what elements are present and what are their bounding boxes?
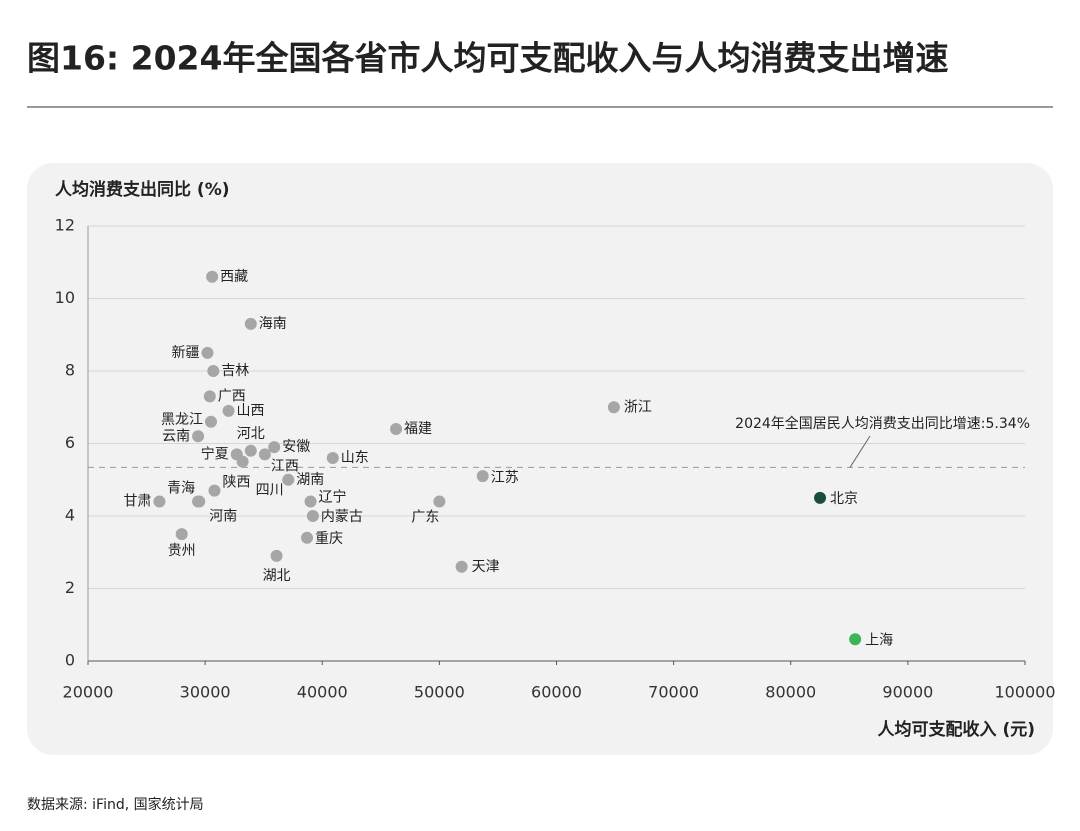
point-label: 重庆 (315, 531, 343, 547)
point-label: 山西 (237, 403, 265, 419)
point-label: 内蒙古 (321, 509, 363, 525)
point-label: 河南 (209, 509, 237, 525)
y-tick-label: 0 (65, 651, 75, 670)
point-label: 广东 (411, 510, 439, 526)
y-tick-label: 4 (65, 506, 75, 525)
point (175, 528, 188, 541)
point (433, 495, 446, 508)
x-axis-label: 人均可支配收入 (元) (878, 719, 1035, 740)
point-label: 福建 (404, 421, 432, 437)
point-label: 新疆 (171, 345, 199, 361)
point-label: 浙江 (624, 399, 652, 415)
point-label: 山东 (341, 450, 369, 466)
point (814, 491, 827, 504)
point-label: 辽宁 (319, 489, 347, 506)
reference-leader (849, 435, 871, 468)
point-label: 广西 (218, 388, 246, 404)
point-label: 北京 (830, 491, 858, 507)
point (326, 452, 339, 464)
point-label: 云南 (162, 428, 190, 444)
reference-label: 2024年全国居民人均消费支出同比增速:5.34% (735, 415, 1030, 432)
point (222, 404, 235, 417)
point-label: 湖南 (296, 472, 324, 488)
x-tick-label: 40000 (297, 683, 348, 702)
point-label: 海南 (259, 316, 287, 332)
point (153, 495, 166, 508)
chart-title: 图16: 2024年全国各省市人均可支配收入与人均消费支出增速 (27, 39, 948, 78)
point-label: 甘肃 (123, 494, 151, 510)
y-tick-label: 10 (55, 288, 75, 307)
x-tick-label: 80000 (765, 683, 816, 702)
y-tick-label: 8 (65, 361, 75, 380)
point-label: 陕西 (222, 475, 250, 491)
x-tick-label: 70000 (648, 683, 699, 702)
point (204, 415, 217, 428)
point-label: 安徽 (282, 439, 310, 455)
x-tick-label: 100000 (994, 683, 1055, 702)
point (607, 401, 620, 414)
point (236, 455, 249, 468)
point-label: 天津 (472, 559, 500, 575)
panel (27, 163, 1053, 755)
point (207, 365, 220, 377)
point-label: 江苏 (491, 470, 519, 486)
x-tick-label: 60000 (531, 683, 582, 702)
point-label: 西藏 (220, 269, 248, 285)
point (208, 484, 221, 497)
point (304, 495, 317, 508)
point (203, 390, 216, 403)
x-tick-label: 20000 (63, 683, 114, 702)
point (244, 317, 257, 330)
point (193, 495, 206, 508)
point (476, 470, 489, 483)
point-label: 吉林 (221, 363, 249, 379)
point (201, 346, 214, 359)
point (270, 549, 283, 562)
point-label: 上海 (865, 632, 893, 648)
point (268, 441, 281, 454)
x-tick-label: 30000 (180, 683, 231, 702)
y-axis-label: 人均消费支出同比 (%) (55, 179, 230, 200)
point-label: 湖北 (263, 568, 291, 584)
point (301, 531, 314, 544)
point-label: 宁夏 (201, 445, 229, 462)
point (390, 423, 403, 435)
y-tick-label: 2 (65, 578, 75, 597)
point-label: 四川 (256, 483, 284, 499)
point (192, 430, 205, 443)
point (282, 473, 295, 486)
x-tick-label: 50000 (414, 683, 465, 702)
point (306, 510, 319, 522)
point (258, 448, 271, 461)
point-label: 青海 (167, 481, 195, 497)
point-label: 江西 (271, 458, 299, 474)
source: 数据来源: iFind, 国家统计局 (27, 796, 204, 813)
point-label: 黑龙江 (161, 412, 203, 428)
x-tick-label: 90000 (882, 683, 933, 702)
point (206, 270, 219, 283)
point-label: 贵州 (168, 543, 196, 559)
y-tick-label: 12 (55, 216, 75, 235)
point (849, 633, 862, 646)
plot: 0 2 4 6 8 10 12 20000 30000 40000 50000 60000 70000 8… (55, 216, 1056, 702)
point-label: 河北 (237, 426, 265, 442)
point (244, 444, 257, 457)
point (455, 560, 468, 573)
y-tick-label: 6 (65, 433, 75, 452)
